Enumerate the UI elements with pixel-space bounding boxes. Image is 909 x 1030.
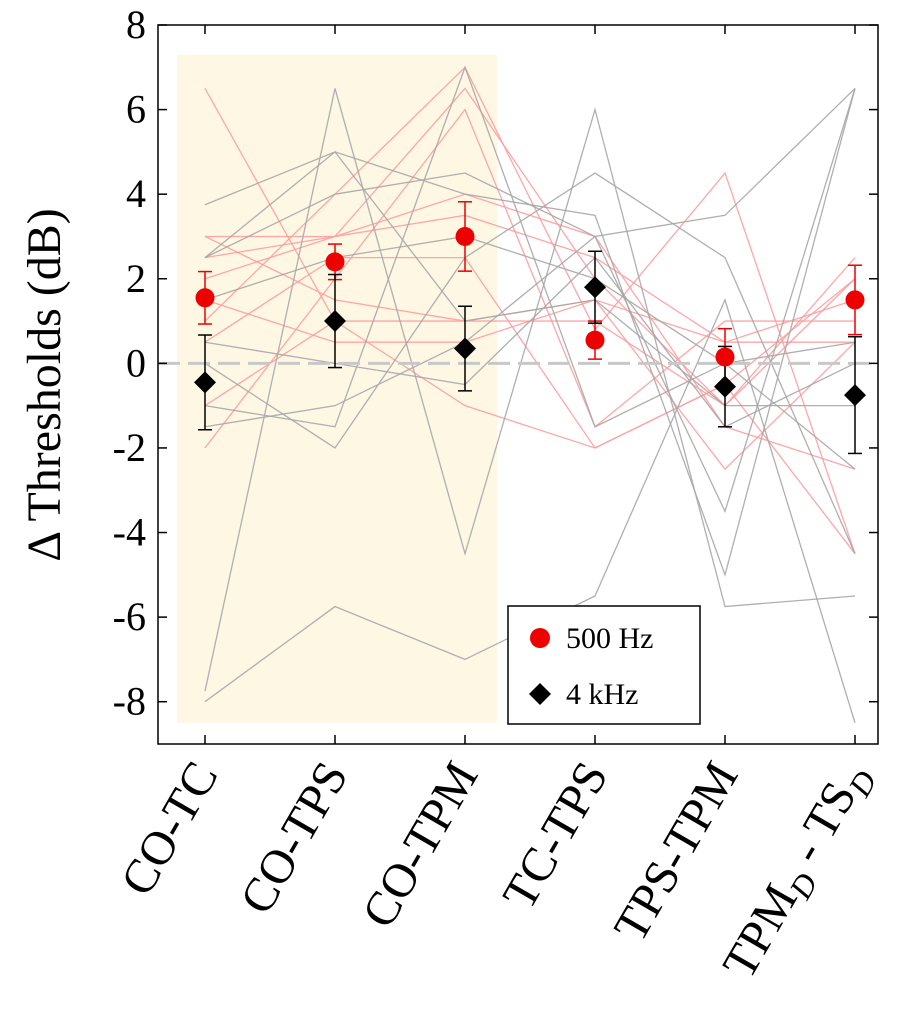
category-label-4: TC-TPS (493, 753, 619, 918)
individual-line-4khz-2 (204, 88, 856, 692)
individual-line-500hz-4 (204, 256, 856, 449)
legend-marker-500hz (530, 628, 550, 648)
individual-line-4khz-6 (204, 65, 856, 470)
y-tick-label: 4 (126, 171, 146, 216)
mean-marker-4khz-2 (324, 310, 346, 333)
individual-line-4khz-5 (204, 172, 856, 554)
mean-marker-500hz-5 (715, 347, 735, 367)
legend-marker-4khz (529, 683, 551, 705)
legend-label-4khz: 4 kHz (566, 678, 638, 711)
individual-line-500hz-5 (204, 108, 855, 449)
individual-line-4khz-9 (204, 87, 856, 428)
individual-line-4khz-7 (204, 150, 855, 407)
mean-marker-500hz-4 (585, 330, 605, 350)
mean-marker-4khz-5 (714, 375, 736, 398)
category-label-5: TPS-TPM (604, 753, 749, 950)
mean-marker-4khz-6 (844, 384, 866, 407)
category-label-2: CO-TPS (230, 753, 359, 923)
y-tick-label: 8 (126, 2, 146, 47)
axes-box (157, 24, 879, 745)
mean-marker-4khz-3 (454, 337, 476, 360)
y-tick-label: 2 (126, 256, 146, 301)
y-tick-label: -8 (113, 679, 146, 724)
individual-line-500hz-9 (204, 214, 856, 343)
individual-line-4khz-10 (204, 256, 856, 428)
individual-line-500hz-7 (204, 88, 856, 555)
category-label-3: CO-TPM (352, 753, 489, 937)
individual-line-500hz-1 (204, 66, 856, 554)
individual-line-4khz-4 (204, 88, 856, 514)
y-tick-label: -6 (113, 594, 146, 639)
y-tick-label: 6 (126, 87, 146, 132)
category-label-1: CO-TC (111, 753, 229, 904)
mean-marker-500hz-2 (325, 252, 345, 272)
y-tick-label: 0 (126, 340, 146, 385)
legend-label-500hz: 500 Hz (566, 622, 653, 655)
mean-marker-500hz-6 (845, 290, 865, 310)
y-tick-label: -4 (113, 510, 146, 555)
y-axis-label: Δ Thresholds (dB) (18, 208, 71, 562)
mean-marker-500hz-1 (195, 288, 215, 308)
mean-marker-500hz-3 (455, 226, 475, 246)
individual-line-4khz-8 (204, 235, 856, 365)
mean-marker-4khz-1 (194, 371, 216, 394)
mean-marker-4khz-4 (584, 276, 606, 299)
y-tick-label: -2 (113, 425, 146, 470)
